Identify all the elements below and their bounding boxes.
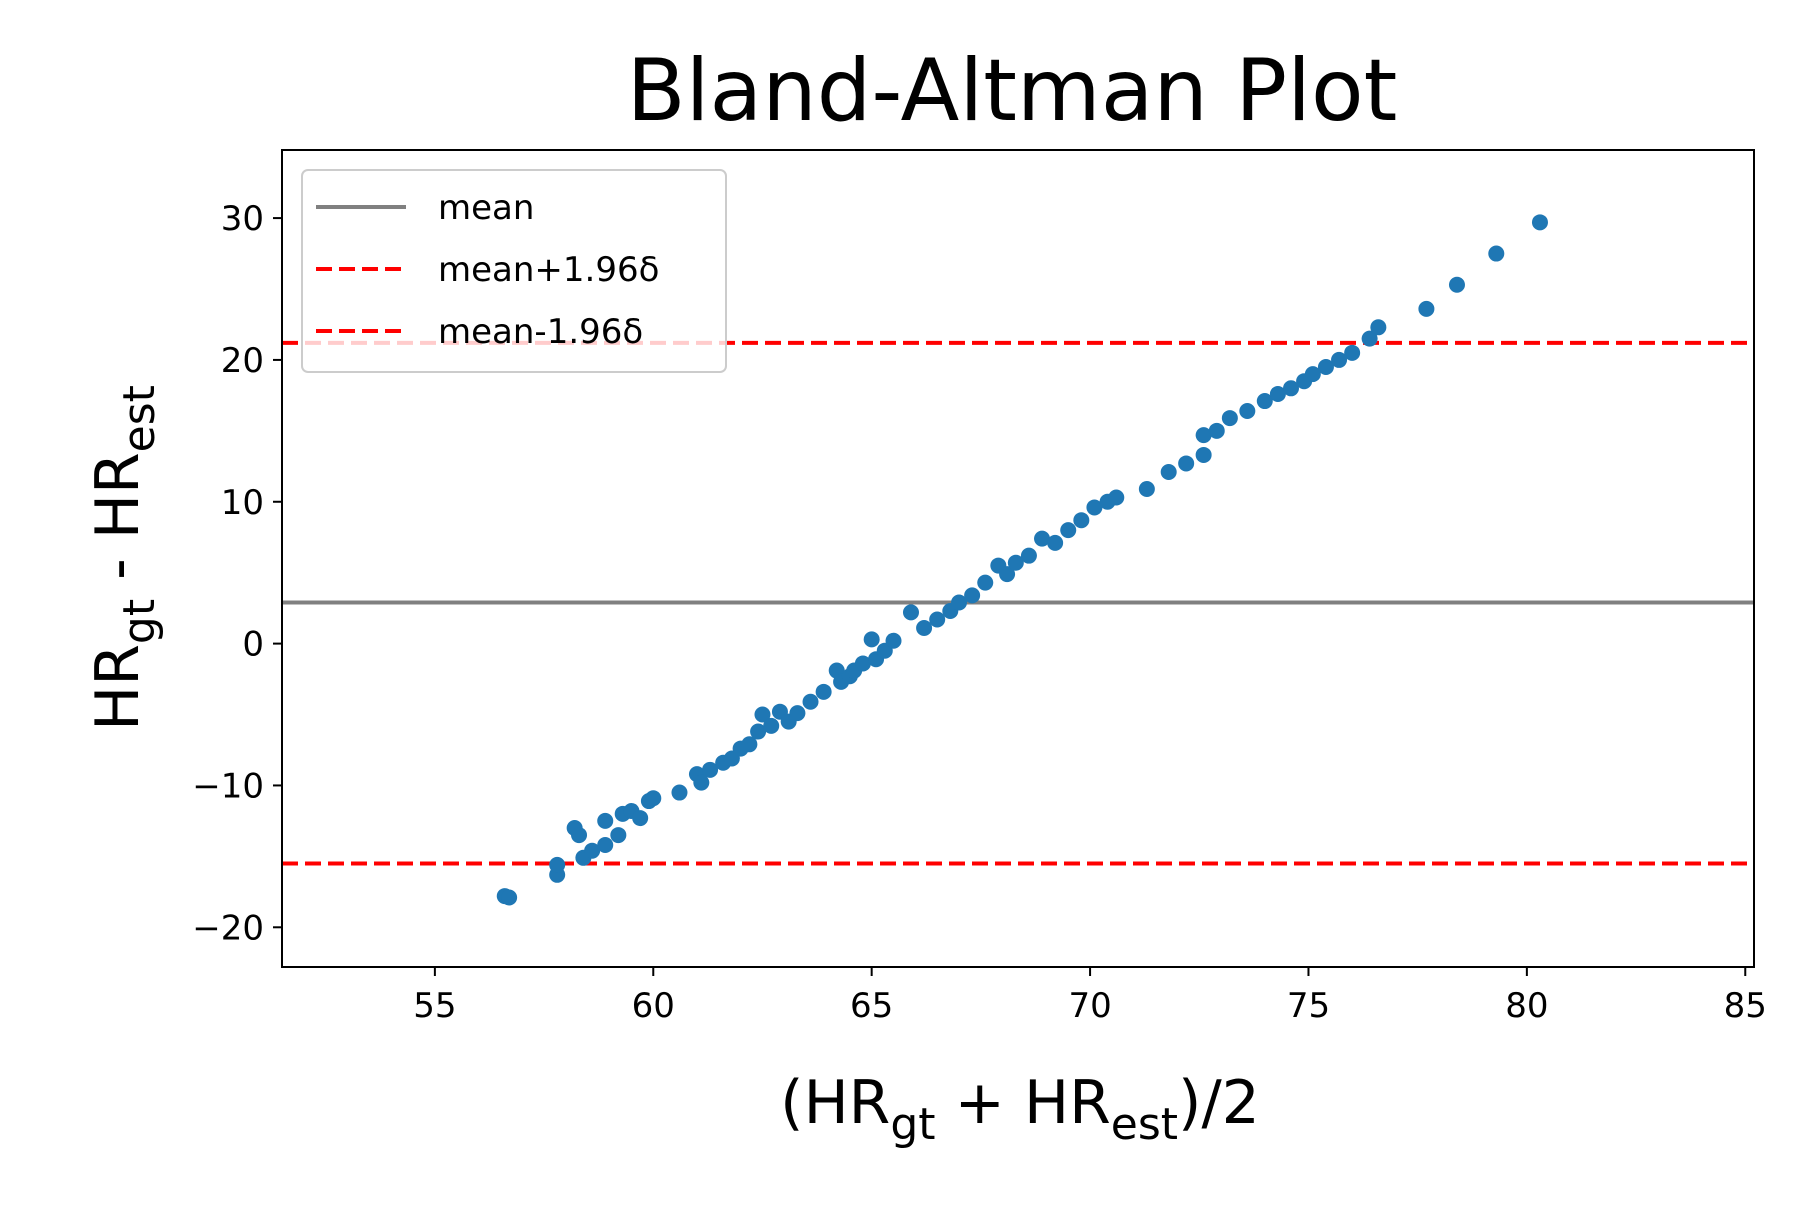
data-point [763,717,780,734]
data-point [645,790,662,807]
data-point [1531,214,1548,231]
data-point [1344,344,1361,361]
data-point [1269,385,1286,402]
y-axis-label-part: HR [83,644,153,731]
data-point [750,723,767,740]
data-point [1331,351,1348,368]
data-point [789,705,806,722]
data-point [1086,499,1103,516]
data-point [1208,422,1225,439]
data-point [1361,330,1378,347]
data-point [597,812,614,829]
data-point [802,693,819,710]
data-point [1195,446,1212,463]
data-point [999,566,1016,583]
data-point [754,706,771,723]
data-point [863,631,880,648]
x-axis-label-part: (HR [780,1068,890,1138]
legend: mean mean+1.96δ mean-1.96δ [301,169,727,373]
x-axis-label: (HRgt + HRest)/2 [780,1068,1260,1150]
x-tick-label: 70 [1068,986,1111,1026]
x-axis-label-part: )/2 [1178,1068,1260,1138]
data-point [671,784,688,801]
data-point [1138,480,1155,497]
data-point [815,683,832,700]
data-point [1256,393,1273,410]
data-point [964,587,981,604]
data-point [501,889,518,906]
data-point [1418,300,1435,317]
data-point [977,574,994,591]
data-point [885,632,902,649]
y-tick-label: 30 [221,199,264,239]
data-point [584,842,601,859]
legend-label: mean+1.96δ [438,250,659,290]
legend-label: mean-1.96δ [438,312,643,352]
y-tick-label: 20 [221,341,264,381]
data-point [951,594,968,611]
data-point [1195,427,1212,444]
data-point [916,620,933,637]
data-point [1108,489,1125,506]
data-point [571,827,588,844]
plot-frame [281,149,1755,968]
data-point [1221,410,1238,427]
data-point [1060,522,1077,539]
data-point [597,837,614,854]
data-point [702,761,719,778]
data-point [1370,319,1387,336]
data-point [902,604,919,621]
y-tick-label: 10 [221,483,264,523]
data-point [1239,402,1256,419]
y-axis-label-sub: gt [114,599,165,644]
data-point [693,774,710,791]
data-point [1160,463,1177,480]
x-tick-label: 55 [413,986,456,1026]
data-point [1073,512,1090,529]
x-tick-label: 60 [632,986,675,1026]
y-tick-label: −20 [192,908,264,948]
x-tick-label: 75 [1287,986,1330,1026]
y-tick-label: −10 [192,766,264,806]
data-point [1448,276,1465,293]
legend-label: mean [438,188,534,228]
x-tick-label: 65 [850,986,893,1026]
data-point [1317,359,1334,376]
data-point [854,655,871,672]
y-axis-label-part: - HR [83,452,153,599]
data-point [1282,380,1299,397]
data-point [549,856,566,873]
data-point [1047,534,1064,551]
data-point [1178,455,1195,472]
data-point [1304,366,1321,383]
x-axis-label-sub: gt [890,1099,935,1150]
data-point [741,736,758,753]
data-point [632,810,649,827]
y-tick-label: 0 [242,625,264,665]
chart-title: Bland-Altman Plot [627,41,1398,141]
data-point [1020,547,1037,564]
x-tick-label: 80 [1505,986,1548,1026]
data-point [1488,245,1505,262]
data-point [1034,530,1051,547]
y-axis-label-sub: est [114,385,165,452]
x-axis-label-part: + HR [936,1068,1111,1138]
data-point [610,827,627,844]
y-axis-label: HRgt - HRest [83,385,165,731]
x-axis-label-sub: est [1111,1099,1178,1150]
data-point [1007,554,1024,571]
legend-box [301,169,727,373]
x-tick-label: 85 [1724,986,1767,1026]
data-point [929,611,946,628]
